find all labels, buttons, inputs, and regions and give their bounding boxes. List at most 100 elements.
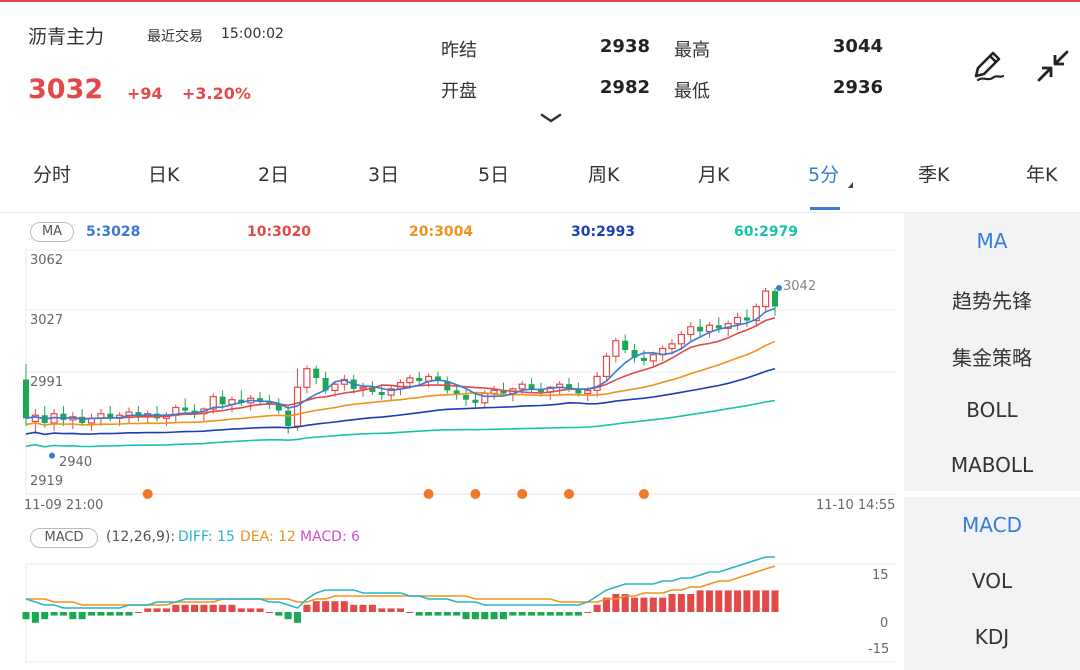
indicator-ma[interactable]: MA: [976, 229, 1008, 253]
candle-body-up: [687, 326, 695, 336]
macd-bar-down: [78, 612, 86, 620]
macd-bar-down: [509, 612, 517, 616]
macd-bar-up: [659, 597, 667, 612]
signal-dot: [142, 489, 153, 499]
macd-bar-down: [275, 612, 283, 616]
edit-pen-icon[interactable]: [968, 46, 1008, 86]
stat-label-high: 最高: [674, 40, 710, 61]
macd-bar-up: [631, 597, 639, 612]
indicator-jijin-strategy[interactable]: 集金策略: [952, 346, 1032, 370]
macd-bar-up: [303, 604, 311, 612]
x-axis-end: 11-10 14:55: [816, 498, 896, 513]
macd-bar-down: [574, 612, 582, 616]
macd-bar-up: [705, 590, 713, 612]
macd-bar-down: [22, 612, 30, 620]
indicator-kdj[interactable]: KDJ: [974, 625, 1010, 649]
tab-weekly-k[interactable]: 周K: [588, 164, 620, 186]
macd-bar-up: [265, 612, 273, 613]
ma5-value: 5:3028: [86, 224, 141, 240]
macd-bar-up: [593, 604, 601, 612]
macd-bar-down: [565, 612, 573, 616]
last-trade-label: 最近交易: [147, 29, 203, 45]
macd-bar-up: [743, 590, 751, 612]
macd-bar-down: [125, 612, 133, 616]
macd-pill[interactable]: MACD: [30, 528, 98, 548]
candle-body-up: [209, 396, 217, 410]
tab-3day[interactable]: 3日: [368, 164, 400, 186]
stat-value-open: 2982: [599, 77, 650, 98]
last-trade-time: 15:00:02: [221, 26, 284, 42]
candle-body-down: [219, 396, 226, 405]
stat-value-prev-settle: 2938: [599, 36, 650, 57]
candle-body-down: [453, 390, 460, 396]
indicator-vol[interactable]: VOL: [971, 569, 1013, 593]
macd-bar-down: [50, 612, 58, 616]
signal-dot: [423, 489, 434, 499]
tab-intraday[interactable]: 分时: [33, 164, 72, 186]
candle-body-up: [668, 343, 676, 350]
macd-bar-up: [406, 612, 414, 613]
macd-diff-value: DIFF: 15: [178, 529, 235, 545]
tab-quarterly-k[interactable]: 季K: [918, 164, 950, 186]
ma-pill[interactable]: MA: [30, 222, 74, 242]
stat-value-low: 2936: [832, 77, 883, 98]
indicator-maboll[interactable]: MABOLL: [950, 453, 1034, 477]
macd-bar-up: [397, 608, 404, 612]
macd-bar-up: [219, 604, 227, 612]
macd-bar-up: [715, 590, 723, 612]
indicator-macd[interactable]: MACD: [962, 513, 1022, 537]
tab-dropdown-caret-icon[interactable]: [848, 182, 853, 188]
macd-bar-up: [668, 594, 676, 612]
high-marker: [776, 284, 782, 291]
macd-bar-down: [415, 612, 423, 616]
chevron-down-icon[interactable]: [538, 110, 564, 126]
macd-y-tick-top: 15: [872, 568, 889, 583]
stat-label-open: 开盘: [441, 81, 477, 102]
macd-bar-down: [518, 612, 526, 616]
candle-body-down: [715, 325, 722, 329]
candle-body-down: [275, 404, 282, 411]
y-tick-bottom: 2919: [30, 474, 64, 489]
macd-bar-up: [237, 608, 245, 612]
x-axis-start: 11-09 21:00: [24, 498, 104, 513]
candle-body-down: [313, 368, 320, 378]
candle-body-up: [584, 389, 592, 395]
tab-yearly-k[interactable]: 年K: [1026, 164, 1058, 186]
macd-bar-up: [687, 594, 695, 612]
tab-5min[interactable]: 5分: [808, 164, 840, 186]
macd-bar-down: [471, 612, 479, 620]
macd-bar-up: [640, 597, 648, 612]
active-tab-indicator: [810, 207, 840, 210]
kline-chart[interactable]: [0, 0, 900, 670]
macd-bar-down: [69, 612, 77, 620]
macd-bar-up: [153, 608, 161, 612]
tab-monthly-k[interactable]: 月K: [698, 164, 730, 186]
candle-body-down: [60, 413, 67, 420]
main-indicator-panel: [904, 213, 1080, 491]
macd-bar-down: [41, 612, 49, 620]
candle-body-up: [705, 324, 714, 333]
macd-bar-down: [490, 612, 498, 620]
collapse-arrows-icon[interactable]: [1033, 46, 1073, 86]
signal-dot: [517, 489, 528, 499]
tab-5day[interactable]: 5日: [478, 164, 510, 186]
macd-bar-up: [762, 590, 770, 612]
macd-bar-down: [481, 612, 489, 620]
price-change: +94: [127, 84, 163, 103]
candle-body-up: [31, 414, 39, 423]
macd-bar-up: [387, 608, 395, 612]
ma30-line: [25, 367, 776, 436]
macd-bar-down: [31, 612, 39, 623]
tab-2day[interactable]: 2日: [258, 164, 290, 186]
candle-body-down: [182, 407, 189, 411]
y-tick-upper: 3027: [30, 313, 64, 328]
stat-label-prev-settle: 昨结: [441, 40, 477, 61]
candle-body-up: [387, 388, 395, 396]
macd-bar-up: [649, 597, 657, 612]
low-price-label: 2940: [59, 455, 93, 470]
candle-body-down: [500, 390, 507, 394]
macd-bar-up: [378, 608, 386, 612]
tab-daily-k[interactable]: 日K: [148, 164, 180, 186]
indicator-boll[interactable]: BOLL: [966, 398, 1018, 422]
indicator-trend-pioneer[interactable]: 趋势先锋: [952, 289, 1032, 313]
